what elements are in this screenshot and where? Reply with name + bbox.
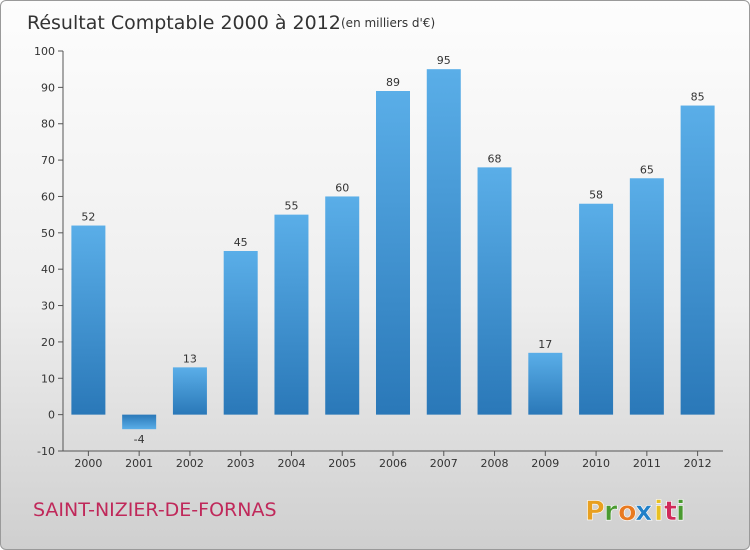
y-tick-label: 10 bbox=[41, 372, 55, 385]
bar-value-label: 60 bbox=[335, 181, 349, 194]
y-tick-label: -10 bbox=[37, 445, 55, 458]
bar-value-label: 65 bbox=[640, 163, 654, 176]
proxiti-logo-letter: t bbox=[664, 496, 677, 527]
x-tick-label: 2002 bbox=[176, 457, 204, 470]
x-tick-label: 2008 bbox=[481, 457, 509, 470]
bar-value-label: 58 bbox=[589, 189, 603, 202]
bar-value-label: 68 bbox=[488, 152, 502, 165]
chart-title: Résultat Comptable 2000 à 2012 bbox=[27, 12, 341, 34]
x-tick-label: 2005 bbox=[328, 457, 356, 470]
bar bbox=[579, 203, 614, 415]
proxiti-logo-letter: i bbox=[676, 496, 685, 527]
bars bbox=[71, 69, 715, 430]
y-tick-labels: -10 0 10 20 30 40 50 60 70 80 90 100 bbox=[34, 45, 55, 458]
bar bbox=[122, 414, 157, 430]
bar-value-label: 45 bbox=[234, 236, 248, 249]
proxiti-logo-letter: x bbox=[635, 496, 652, 527]
x-tick-label: 2003 bbox=[227, 457, 255, 470]
x-tick-label: 2009 bbox=[531, 457, 559, 470]
bar-value-label: 17 bbox=[538, 338, 552, 351]
commune-name: SAINT-NIZIER-DE-FORNAS bbox=[33, 499, 277, 521]
x-tick-label: 2007 bbox=[430, 457, 458, 470]
y-tick-label: 80 bbox=[41, 118, 55, 131]
bar-value-label: 85 bbox=[691, 91, 705, 104]
y-tick-label: 0 bbox=[48, 409, 55, 422]
bar bbox=[629, 178, 664, 415]
bar-labels: 52 -4 13 45 55 60 89 95 68 17 58 65 85 bbox=[81, 54, 704, 446]
y-tick-label: 40 bbox=[41, 263, 55, 276]
x-tick-label: 2006 bbox=[379, 457, 407, 470]
y-tick-label: 100 bbox=[34, 45, 55, 58]
proxiti-logo-letter: P bbox=[585, 496, 605, 527]
bar-value-label: -4 bbox=[134, 433, 145, 446]
x-tick-labels: 2000 2001 2002 2003 2004 2005 2006 2007 2008 2009… bbox=[74, 457, 711, 470]
bar bbox=[71, 225, 106, 415]
y-tick-label: 70 bbox=[41, 154, 55, 167]
x-tick-label: 2000 bbox=[74, 457, 102, 470]
x-tick-label: 2011 bbox=[633, 457, 661, 470]
y-tick-label: 30 bbox=[41, 300, 55, 313]
x-tick-label: 2010 bbox=[582, 457, 610, 470]
x-tick-label: 2012 bbox=[684, 457, 712, 470]
bar bbox=[426, 69, 461, 415]
bar bbox=[376, 91, 410, 415]
bar bbox=[680, 105, 715, 415]
y-tick-label: 90 bbox=[41, 81, 55, 94]
bar-value-label: 89 bbox=[386, 76, 400, 89]
bar-value-label: 55 bbox=[284, 200, 298, 213]
proxiti-logo-letter: i bbox=[654, 496, 663, 527]
bar bbox=[274, 214, 309, 415]
y-tick-label: 50 bbox=[41, 227, 55, 240]
bar bbox=[528, 352, 563, 415]
bar-value-label: 95 bbox=[437, 54, 451, 67]
x-tick-label: 2004 bbox=[277, 457, 305, 470]
y-tick-label: 60 bbox=[41, 190, 55, 203]
bar bbox=[325, 196, 360, 415]
bar bbox=[477, 167, 512, 415]
bar-value-label: 52 bbox=[81, 211, 95, 224]
bar-value-label: 13 bbox=[183, 352, 197, 365]
bar bbox=[172, 367, 207, 415]
bar bbox=[223, 251, 258, 415]
y-tick-label: 20 bbox=[41, 336, 55, 349]
x-tick-label: 2001 bbox=[125, 457, 153, 470]
proxiti-logo-letter: o bbox=[618, 496, 637, 527]
axes bbox=[58, 50, 723, 456]
chart-subtitle: (en milliers d'€) bbox=[341, 16, 435, 30]
proxiti-logo-letter: r bbox=[604, 496, 618, 527]
